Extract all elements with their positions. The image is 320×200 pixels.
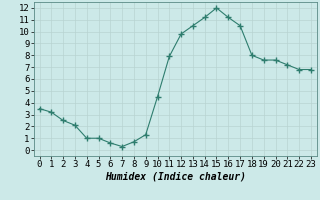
X-axis label: Humidex (Indice chaleur): Humidex (Indice chaleur) [105,172,246,182]
